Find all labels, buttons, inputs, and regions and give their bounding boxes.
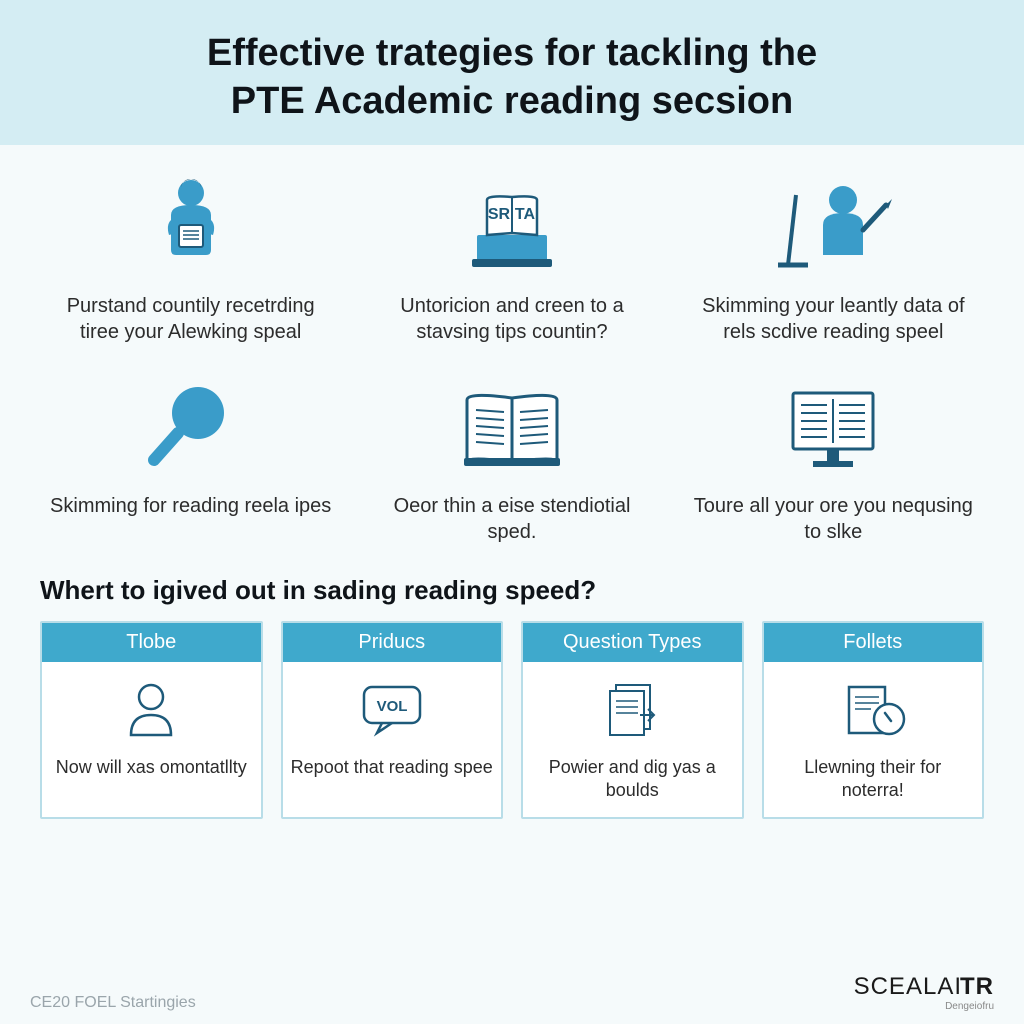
card-text: Llewning their for noterra! — [764, 750, 983, 817]
svg-text:TA: TA — [515, 206, 536, 223]
card-tlobe: Tlobe Now will xas omontatllty — [40, 621, 263, 819]
laptop-book-icon: SR TA — [452, 175, 572, 285]
card-follets: Follets Llewning their for noterra! — [762, 621, 985, 819]
subheading: Whert to igived out in sading reading sp… — [0, 565, 1024, 621]
strategies-grid: Purstand countily recetrding tiree your … — [0, 145, 1024, 565]
svg-text:VOL: VOL — [376, 698, 407, 715]
strategy-cell: Skimming your leantly data of rels scdiv… — [693, 175, 974, 345]
card-title: Priducs — [283, 623, 502, 662]
card-title: Follets — [764, 623, 983, 662]
strategy-text: Untoricion and creen to a stavsing tips … — [371, 293, 652, 345]
book-monitor-icon — [773, 375, 893, 485]
title-line-2: PTE Academic reading secsion — [231, 80, 793, 122]
doc-clock-icon — [833, 670, 913, 750]
badge-text: SR — [488, 206, 511, 223]
card-question-types: Question Types Powier and dig yas a boul… — [521, 621, 744, 819]
footer-brand-block: SCEALAITR Dengeiofru — [854, 973, 994, 1012]
person-pen-screen-icon — [768, 175, 898, 285]
strategy-cell: Purstand countily recetrding tiree your … — [50, 175, 331, 345]
documents-icon — [592, 670, 672, 750]
card-title: Question Types — [523, 623, 742, 662]
strategy-cell: Skimming for reading reela ipes — [50, 375, 331, 545]
person-reading-icon — [141, 175, 241, 285]
strategy-cell: Oeor thin a eise stendiotial sped. — [371, 375, 652, 545]
footer: CE20 FOEL Startingies SCEALAITR Dengeiof… — [0, 973, 1024, 1012]
footer-left-text: CE20 FOEL Startingies — [30, 994, 196, 1012]
page-title: Effective trategies for tackling the PTE… — [40, 30, 984, 125]
strategy-text: Oeor thin a eise stendiotial sped. — [371, 493, 652, 545]
card-text: Repoot that reading spee — [283, 750, 501, 795]
card-priducs: Priducs VOL Repoot that reading spee — [281, 621, 504, 819]
card-text: Now will xas omontatllty — [48, 750, 255, 795]
open-book-icon — [452, 375, 572, 485]
speech-vol-icon: VOL — [352, 670, 432, 750]
strategy-text: Skimming for reading reela ipes — [50, 493, 331, 519]
person-bust-icon — [116, 670, 186, 750]
card-text: Powier and dig yas a boulds — [523, 750, 742, 817]
footer-sub: Dengeiofru — [854, 1001, 994, 1012]
header-banner: Effective trategies for tackling the PTE… — [0, 0, 1024, 145]
strategy-text: Skimming your leantly data of rels scdiv… — [693, 293, 974, 345]
strategy-text: Purstand countily recetrding tiree your … — [50, 293, 331, 345]
magnifier-icon — [136, 375, 246, 485]
strategy-cell: SR TA Untoricion and creen to a stavsing… — [371, 175, 652, 345]
strategy-text: Toure all your ore you nequsing to slke — [693, 493, 974, 545]
strategy-cell: Toure all your ore you nequsing to slke — [693, 375, 974, 545]
cards-row: Tlobe Now will xas omontatllty Priducs V… — [0, 621, 1024, 819]
footer-brand: SCEALAITR — [854, 973, 994, 1001]
card-title: Tlobe — [42, 623, 261, 662]
title-line-1: Effective trategies for tackling the — [207, 32, 817, 74]
